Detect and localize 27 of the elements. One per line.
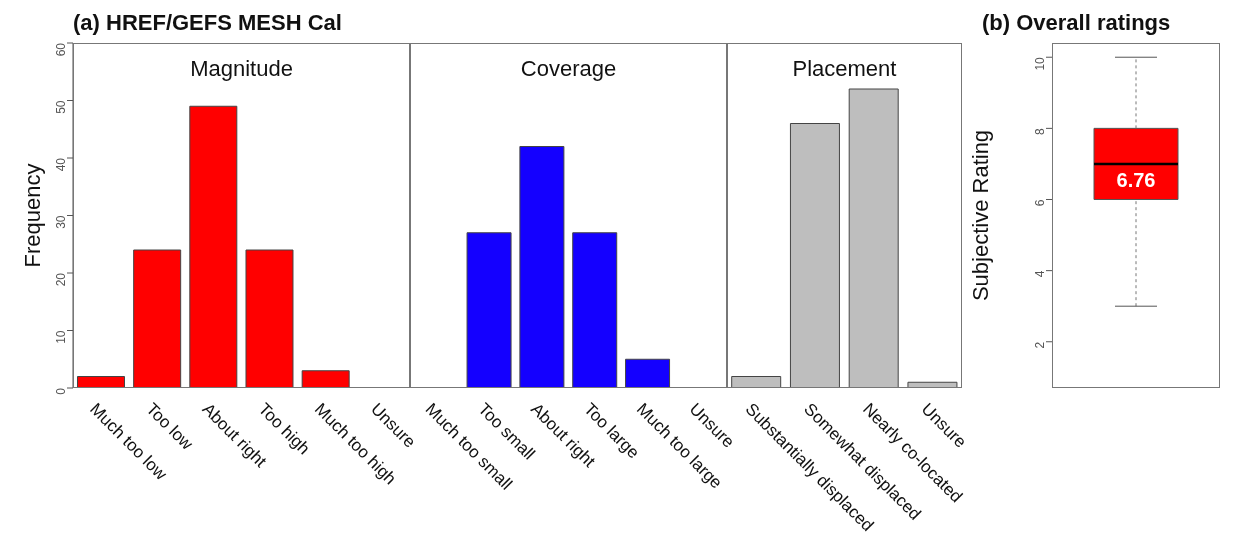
panel-frame: Coverage bbox=[410, 43, 727, 388]
panel-frame: Magnitude bbox=[73, 43, 410, 388]
y-tick-label: 10 bbox=[1033, 56, 1048, 71]
text: Placement bbox=[791, 56, 898, 82]
y-tick-label: 50 bbox=[54, 100, 69, 114]
y-tick-label: 10 bbox=[54, 330, 69, 344]
y-tick-label: 40 bbox=[54, 157, 69, 172]
bar bbox=[731, 376, 782, 388]
y-tick-label: 8 bbox=[1033, 128, 1048, 136]
y-tick-label: 0 bbox=[54, 387, 69, 395]
y-tick-label: 4 bbox=[1033, 270, 1048, 278]
panel-frame: Placement bbox=[727, 43, 962, 388]
annotation: 6.76 bbox=[1116, 169, 1156, 192]
chart-title: (b) Overall ratings bbox=[981, 9, 1172, 37]
y-tick-label: 2 bbox=[1033, 341, 1048, 349]
text: Coverage bbox=[519, 56, 618, 82]
bar bbox=[848, 88, 899, 388]
y-tick-label: 6 bbox=[1033, 199, 1048, 207]
chart-title: (a) HREF/GEFS MESH Cal bbox=[72, 9, 343, 37]
y-tick-label: 60 bbox=[54, 42, 69, 57]
text: Magnitude bbox=[189, 56, 294, 82]
y-axis-title: Subjective Rating bbox=[967, 129, 993, 302]
y-tick-label: 20 bbox=[54, 272, 69, 287]
y-axis-title: Frequency bbox=[19, 163, 45, 268]
x-tick-label: Too low bbox=[142, 399, 198, 455]
y-tick-label: 30 bbox=[54, 215, 69, 229]
bar bbox=[789, 123, 840, 388]
